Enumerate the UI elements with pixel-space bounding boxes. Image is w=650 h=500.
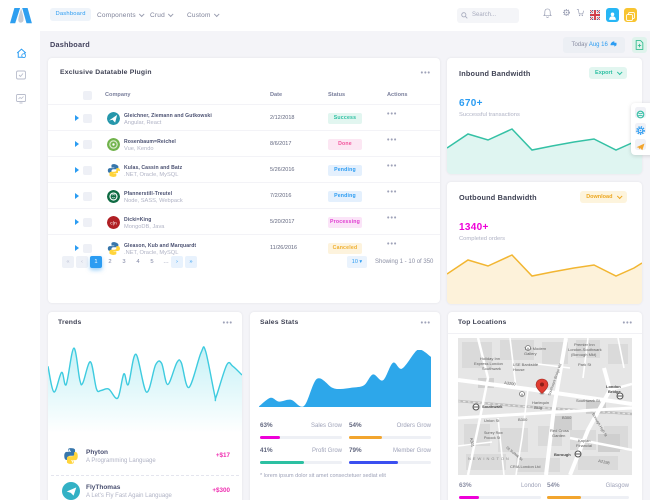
svg-text:A3200: A3200 [504, 380, 517, 387]
svg-text:A: A [527, 346, 530, 351]
svg-text:Tate Modern: Tate Modern [524, 346, 546, 351]
svg-text:London: London [606, 384, 621, 389]
svg-text:Surrey Row: Surrey Row [484, 431, 503, 435]
svg-text:Southwark St: Southwark St [576, 398, 601, 403]
svg-text:A2198: A2198 [598, 458, 611, 465]
svg-text:Southwark: Southwark [482, 366, 501, 371]
svg-text:Express London: Express London [474, 361, 503, 366]
svg-text:Union St: Union St [484, 418, 500, 423]
svg-text:Southwark: Southwark [482, 404, 503, 409]
svg-text:B300: B300 [518, 417, 528, 422]
svg-text:CRIA London Ltd: CRIA London Ltd [510, 464, 540, 469]
svg-text:Park St: Park St [578, 362, 592, 367]
svg-text:Bridge: Bridge [608, 389, 621, 394]
svg-text:(Borough Mkt): (Borough Mkt) [571, 352, 597, 357]
svg-text:Borough: Borough [554, 452, 571, 457]
svg-text:House: House [513, 367, 525, 372]
svg-text:London-Southwark: London-Southwark [568, 347, 602, 352]
svg-text:Gallery: Gallery [524, 351, 537, 356]
svg-text:LSE Bankside: LSE Bankside [513, 362, 539, 367]
svg-text:A: A [521, 392, 524, 397]
svg-text:Pocock St: Pocock St [484, 436, 500, 440]
svg-text:A301: A301 [469, 437, 476, 448]
svg-text:Kaplan: Kaplan [578, 438, 590, 443]
svg-text:B300: B300 [562, 415, 572, 420]
svg-text:Premier Inn: Premier Inn [574, 342, 595, 347]
svg-text:Harlequin: Harlequin [532, 400, 549, 405]
svg-text:Red Cross: Red Cross [550, 428, 569, 433]
svg-text:Bldg: Bldg [534, 405, 542, 410]
svg-text:Garden: Garden [552, 433, 565, 438]
svg-text:Financial: Financial [576, 443, 592, 448]
svg-text:NEWINGTON: NEWINGTON [468, 456, 511, 461]
svg-text:c|n: c|n [110, 220, 117, 226]
svg-text:Holiday Inn: Holiday Inn [480, 356, 500, 361]
